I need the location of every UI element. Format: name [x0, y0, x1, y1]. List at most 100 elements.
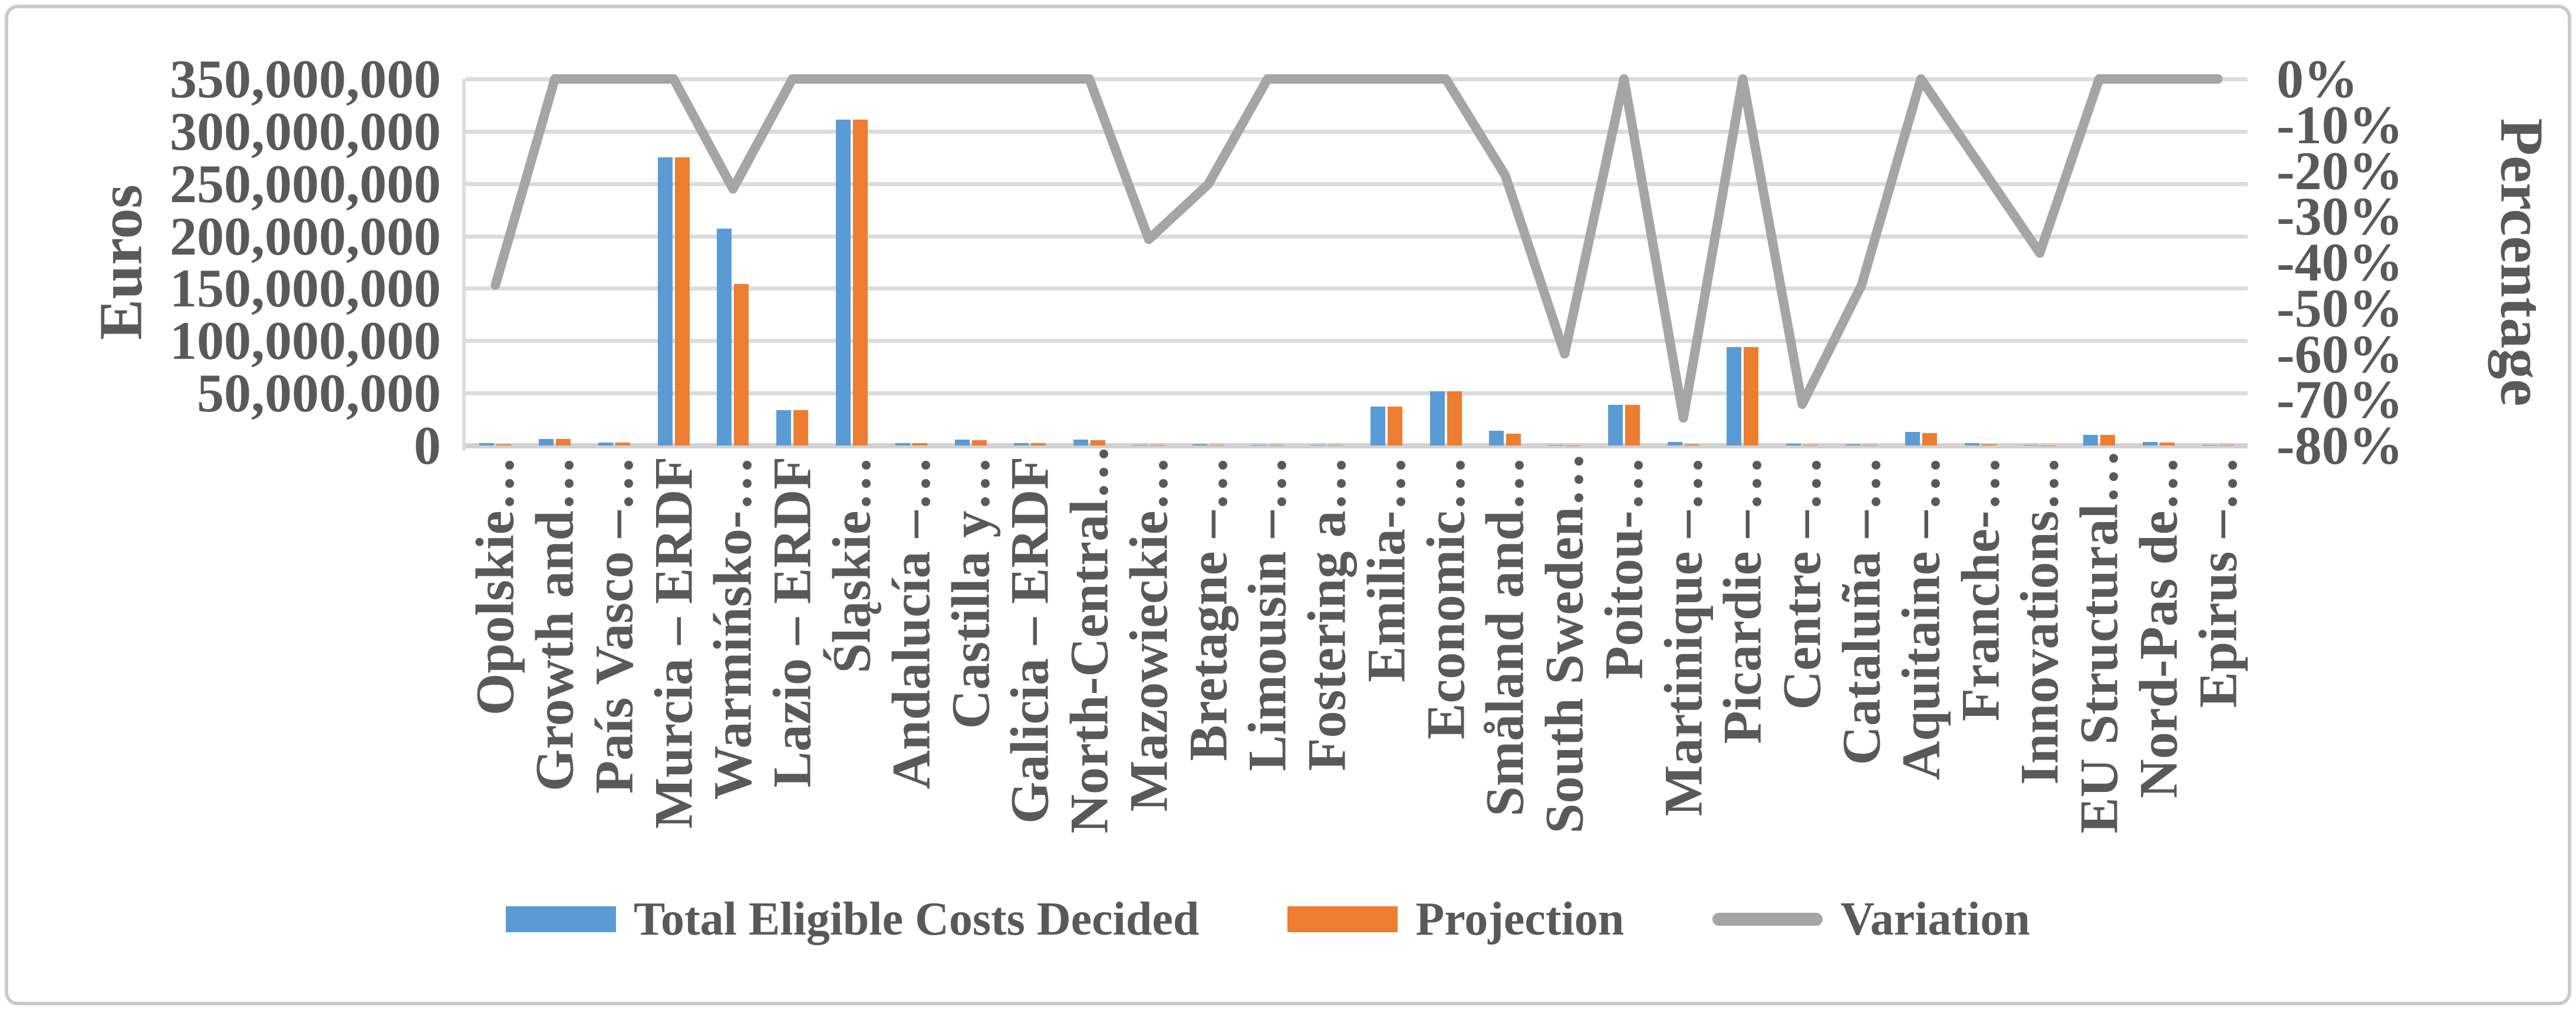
right-axis-tick: -80% — [2277, 415, 2403, 476]
legend: Total Eligible Costs Decided Projection … — [506, 887, 2119, 952]
category-label-8: Andalucía –… — [881, 456, 941, 789]
bar-projection-21[interactable] — [1684, 444, 1699, 445]
bar-total-eligible-costs-decided-9[interactable] — [954, 440, 970, 445]
category-label-14: Limousin –… — [1237, 456, 1297, 771]
bar-total-eligible-costs-decided-7[interactable] — [835, 120, 851, 445]
category-label-22: Picardie –… — [1712, 456, 1773, 744]
chart-border — [5, 5, 2571, 1005]
y-axis-line — [462, 79, 466, 451]
category-label-10: Galicia – ERDF — [999, 456, 1060, 824]
bar-total-eligible-costs-decided-13[interactable] — [1192, 444, 1207, 445]
bar-projection-20[interactable] — [1625, 404, 1640, 445]
category-label-24: Cataluña –… — [1831, 456, 1892, 765]
category-label-30: Epirus –… — [2188, 456, 2248, 708]
category-label-12: Mazowieckie… — [1118, 456, 1179, 811]
left-axis-tick: 0 — [414, 415, 441, 476]
bar-total-eligible-costs-decided-20[interactable] — [1607, 404, 1623, 445]
gridline — [466, 339, 2248, 344]
bar-total-eligible-costs-decided-3[interactable] — [598, 442, 613, 445]
category-label-5: Warmińsko-… — [702, 456, 763, 800]
orange-bar-swatch-icon — [1287, 906, 1398, 932]
bar-projection-11[interactable] — [1091, 440, 1106, 445]
bar-total-eligible-costs-decided-11[interactable] — [1073, 440, 1089, 445]
bar-projection-16[interactable] — [1387, 407, 1402, 445]
bar-total-eligible-costs-decided-6[interactable] — [776, 410, 792, 445]
bar-projection-8[interactable] — [912, 443, 927, 445]
bar-projection-5[interactable] — [734, 284, 749, 445]
right-axis-tick: -10% — [2277, 94, 2403, 155]
bar-total-eligible-costs-decided-26[interactable] — [1964, 443, 1979, 445]
gridline — [466, 286, 2248, 291]
bar-total-eligible-costs-decided-18[interactable] — [1489, 431, 1504, 445]
legend-item-projection[interactable]: Projection — [1287, 893, 1624, 946]
bar-total-eligible-costs-decided-21[interactable] — [1667, 441, 1682, 445]
bar-projection-28[interactable] — [2100, 435, 2116, 445]
category-label-26: Franche-… — [1950, 456, 2011, 721]
category-label-20: Poitou-… — [1593, 456, 1654, 679]
bar-projection-2[interactable] — [556, 439, 571, 445]
category-label-27: Innovations… — [2009, 456, 2070, 785]
legend-item-variation[interactable]: Variation — [1712, 893, 2030, 946]
legend-label: Projection — [1415, 893, 1625, 945]
category-label-17: Economic… — [1415, 456, 1476, 740]
gridline — [466, 234, 2248, 239]
bar-total-eligible-costs-decided-25[interactable] — [1905, 431, 1920, 445]
bar-projection-29[interactable] — [2159, 442, 2175, 445]
bar-projection-3[interactable] — [615, 442, 630, 445]
bar-total-eligible-costs-decided-24[interactable] — [1846, 444, 1861, 445]
bar-total-eligible-costs-decided-1[interactable] — [479, 443, 495, 445]
gridline — [466, 181, 2248, 186]
right-axis-tick: -50% — [2277, 278, 2403, 338]
legend-label: Total Eligible Costs Decided — [634, 893, 1200, 945]
right-axis-tick: -30% — [2277, 186, 2403, 247]
blue-bar-swatch-icon — [506, 906, 616, 932]
category-label-1: Opolskie… — [465, 456, 525, 715]
category-label-9: Castilla y… — [940, 456, 1001, 729]
category-label-11: North-Central… — [1059, 444, 1119, 833]
bar-total-eligible-costs-decided-4[interactable] — [657, 157, 673, 445]
variation-line[interactable] — [490, 74, 2223, 423]
gridline — [466, 391, 2248, 396]
right-axis-tick: -40% — [2277, 232, 2403, 292]
category-label-4: Murcia – ERDF — [643, 456, 704, 829]
plot-area — [462, 74, 2248, 451]
bar-projection-7[interactable] — [852, 120, 868, 445]
bar-projection-17[interactable] — [1447, 391, 1462, 445]
bar-total-eligible-costs-decided-16[interactable] — [1370, 407, 1385, 445]
gridline — [466, 129, 2248, 134]
bar-total-eligible-costs-decided-17[interactable] — [1429, 391, 1445, 445]
bar-projection-4[interactable] — [674, 157, 690, 445]
bar-projection-18[interactable] — [1506, 434, 1521, 445]
gray-line-swatch-icon — [1712, 913, 1823, 926]
right-axis-tick: -20% — [2277, 140, 2403, 201]
bar-total-eligible-costs-decided-22[interactable] — [1727, 346, 1742, 445]
bar-projection-25[interactable] — [1922, 433, 1937, 445]
category-label-21: Martinique –… — [1653, 456, 1714, 816]
bar-total-eligible-costs-decided-23[interactable] — [1786, 443, 1801, 445]
bar-projection-6[interactable] — [793, 410, 809, 445]
legend-item-total-eligible-costs-decided[interactable]: Total Eligible Costs Decided — [506, 893, 1199, 946]
bar-projection-26[interactable] — [1981, 444, 1997, 445]
category-label-29: Nord-Pas de… — [2128, 456, 2189, 798]
category-label-3: País Vasco –… — [584, 456, 644, 794]
right-axis-tick: -60% — [2277, 324, 2403, 384]
bar-projection-9[interactable] — [971, 440, 987, 445]
legend-label: Variation — [1840, 893, 2030, 945]
left-axis-tick: 150,000,000 — [170, 258, 441, 319]
category-label-23: Centre –… — [1771, 456, 1832, 710]
bar-projection-1[interactable] — [496, 444, 512, 445]
bar-total-eligible-costs-decided-8[interactable] — [895, 443, 910, 445]
category-label-15: Fostering a… — [1296, 456, 1357, 771]
bar-total-eligible-costs-decided-28[interactable] — [2083, 435, 2099, 445]
bar-total-eligible-costs-decided-29[interactable] — [2142, 441, 2157, 445]
bar-total-eligible-costs-decided-10[interactable] — [1014, 443, 1029, 445]
category-label-13: Bretagne –… — [1178, 456, 1238, 761]
left-axis-tick: 300,000,000 — [170, 101, 441, 161]
left-axis-tick: 100,000,000 — [170, 311, 441, 371]
bar-total-eligible-costs-decided-2[interactable] — [539, 439, 554, 445]
bar-projection-22[interactable] — [1744, 346, 1759, 445]
category-label-7: Śląskie… — [821, 456, 882, 674]
bar-projection-10[interactable] — [1031, 443, 1046, 445]
bar-total-eligible-costs-decided-5[interactable] — [717, 229, 732, 445]
